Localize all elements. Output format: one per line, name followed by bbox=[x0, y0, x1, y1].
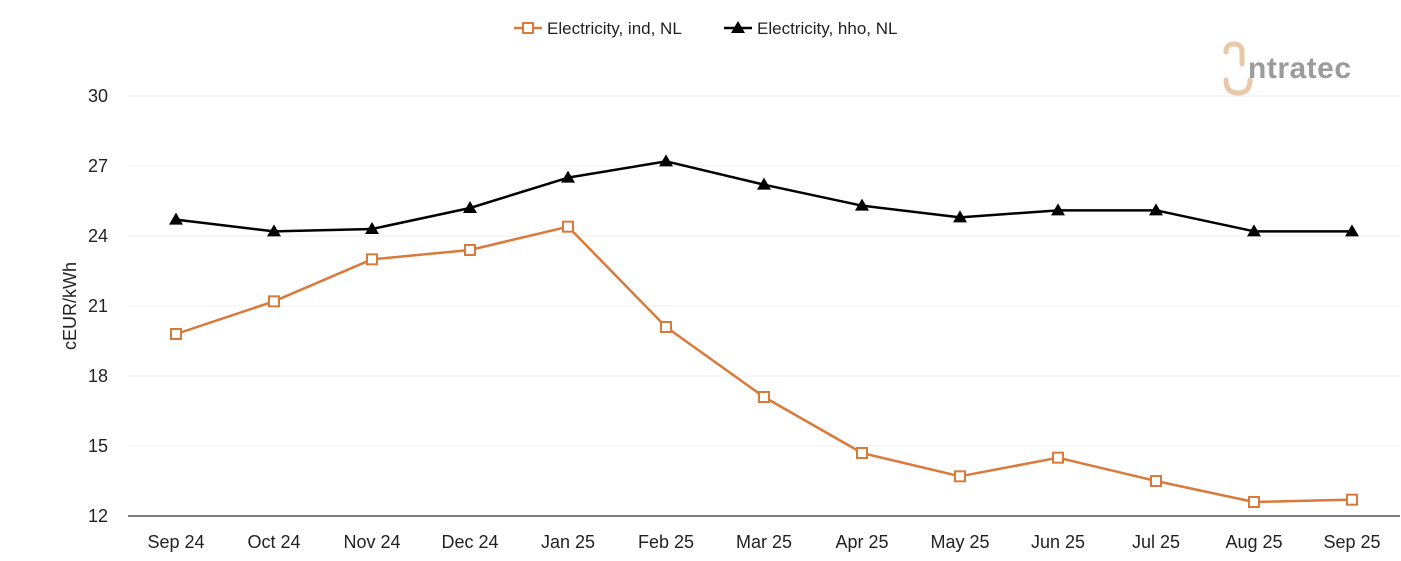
data-point bbox=[366, 253, 378, 266]
data-point bbox=[1248, 496, 1260, 508]
series-line bbox=[175, 225, 1353, 504]
y-tick-label: 21 bbox=[88, 296, 108, 316]
x-tick-label: Oct 24 bbox=[247, 532, 300, 552]
x-tick-label: Aug 25 bbox=[1225, 532, 1282, 552]
y-tick-label: 27 bbox=[88, 156, 108, 176]
data-point bbox=[856, 447, 868, 459]
data-point bbox=[267, 224, 281, 237]
data-point bbox=[1149, 203, 1163, 216]
y-axis-label: cEUR/kWh bbox=[60, 262, 80, 350]
logo-mark-icon bbox=[1223, 41, 1253, 96]
data-point bbox=[758, 391, 770, 403]
x-tick-label: Jan 25 bbox=[541, 532, 595, 552]
x-tick-label: May 25 bbox=[930, 532, 989, 552]
data-point bbox=[1150, 475, 1162, 487]
y-tick-label: 12 bbox=[88, 506, 108, 526]
data-point bbox=[1051, 203, 1065, 216]
data-point bbox=[170, 328, 182, 340]
y-tick-label: 24 bbox=[88, 226, 108, 246]
series-layer bbox=[169, 154, 1359, 508]
data-point bbox=[1345, 224, 1359, 237]
data-point bbox=[953, 210, 967, 223]
x-tick-label: Jun 25 bbox=[1031, 532, 1085, 552]
x-tick-label: Sep 25 bbox=[1323, 532, 1380, 552]
grid-lines bbox=[128, 95, 1400, 447]
x-tick-label: Apr 25 bbox=[835, 532, 888, 552]
y-tick-label: 15 bbox=[88, 436, 108, 456]
y-axis-ticks: 12 15 18 21 24 27 30 bbox=[88, 86, 108, 526]
legend: Electricity, ind, NL Electricity, hho, NL bbox=[514, 19, 897, 38]
series-group bbox=[170, 220, 1358, 508]
x-tick-label: Feb 25 bbox=[638, 532, 694, 552]
x-axis-ticks: Sep 24 Oct 24 Nov 24 Dec 24 Jan 25 Feb 25 Mar … bbox=[147, 532, 1380, 552]
data-point bbox=[561, 170, 575, 183]
intratec-logo: ntratec bbox=[1223, 41, 1352, 96]
data-point bbox=[1247, 224, 1261, 237]
data-point bbox=[522, 22, 534, 34]
data-point bbox=[464, 244, 476, 256]
x-tick-label: Mar 25 bbox=[736, 532, 792, 552]
data-point bbox=[855, 198, 869, 211]
data-point bbox=[659, 154, 673, 167]
x-tick-label: Jul 25 bbox=[1132, 532, 1180, 552]
data-point bbox=[1346, 493, 1358, 506]
data-point bbox=[660, 321, 672, 333]
x-tick-label: Dec 24 bbox=[441, 532, 498, 552]
data-point bbox=[463, 201, 477, 213]
data-point bbox=[1052, 451, 1064, 464]
x-tick-label: Sep 24 bbox=[147, 532, 204, 552]
legend-label: Electricity, hho, NL bbox=[757, 19, 897, 38]
data-point bbox=[954, 470, 966, 483]
data-point bbox=[169, 212, 183, 225]
data-point bbox=[757, 177, 771, 190]
series-line bbox=[175, 160, 1352, 233]
legend-label: Electricity, ind, NL bbox=[547, 19, 682, 38]
y-tick-label: 18 bbox=[88, 366, 108, 386]
data-point bbox=[731, 21, 745, 33]
data-point bbox=[365, 222, 379, 234]
data-point bbox=[268, 295, 280, 308]
series-group bbox=[169, 154, 1359, 237]
logo-text: ntratec bbox=[1248, 52, 1352, 85]
data-point bbox=[562, 220, 574, 233]
y-tick-label: 30 bbox=[88, 86, 108, 106]
x-tick-label: Nov 24 bbox=[343, 532, 400, 552]
